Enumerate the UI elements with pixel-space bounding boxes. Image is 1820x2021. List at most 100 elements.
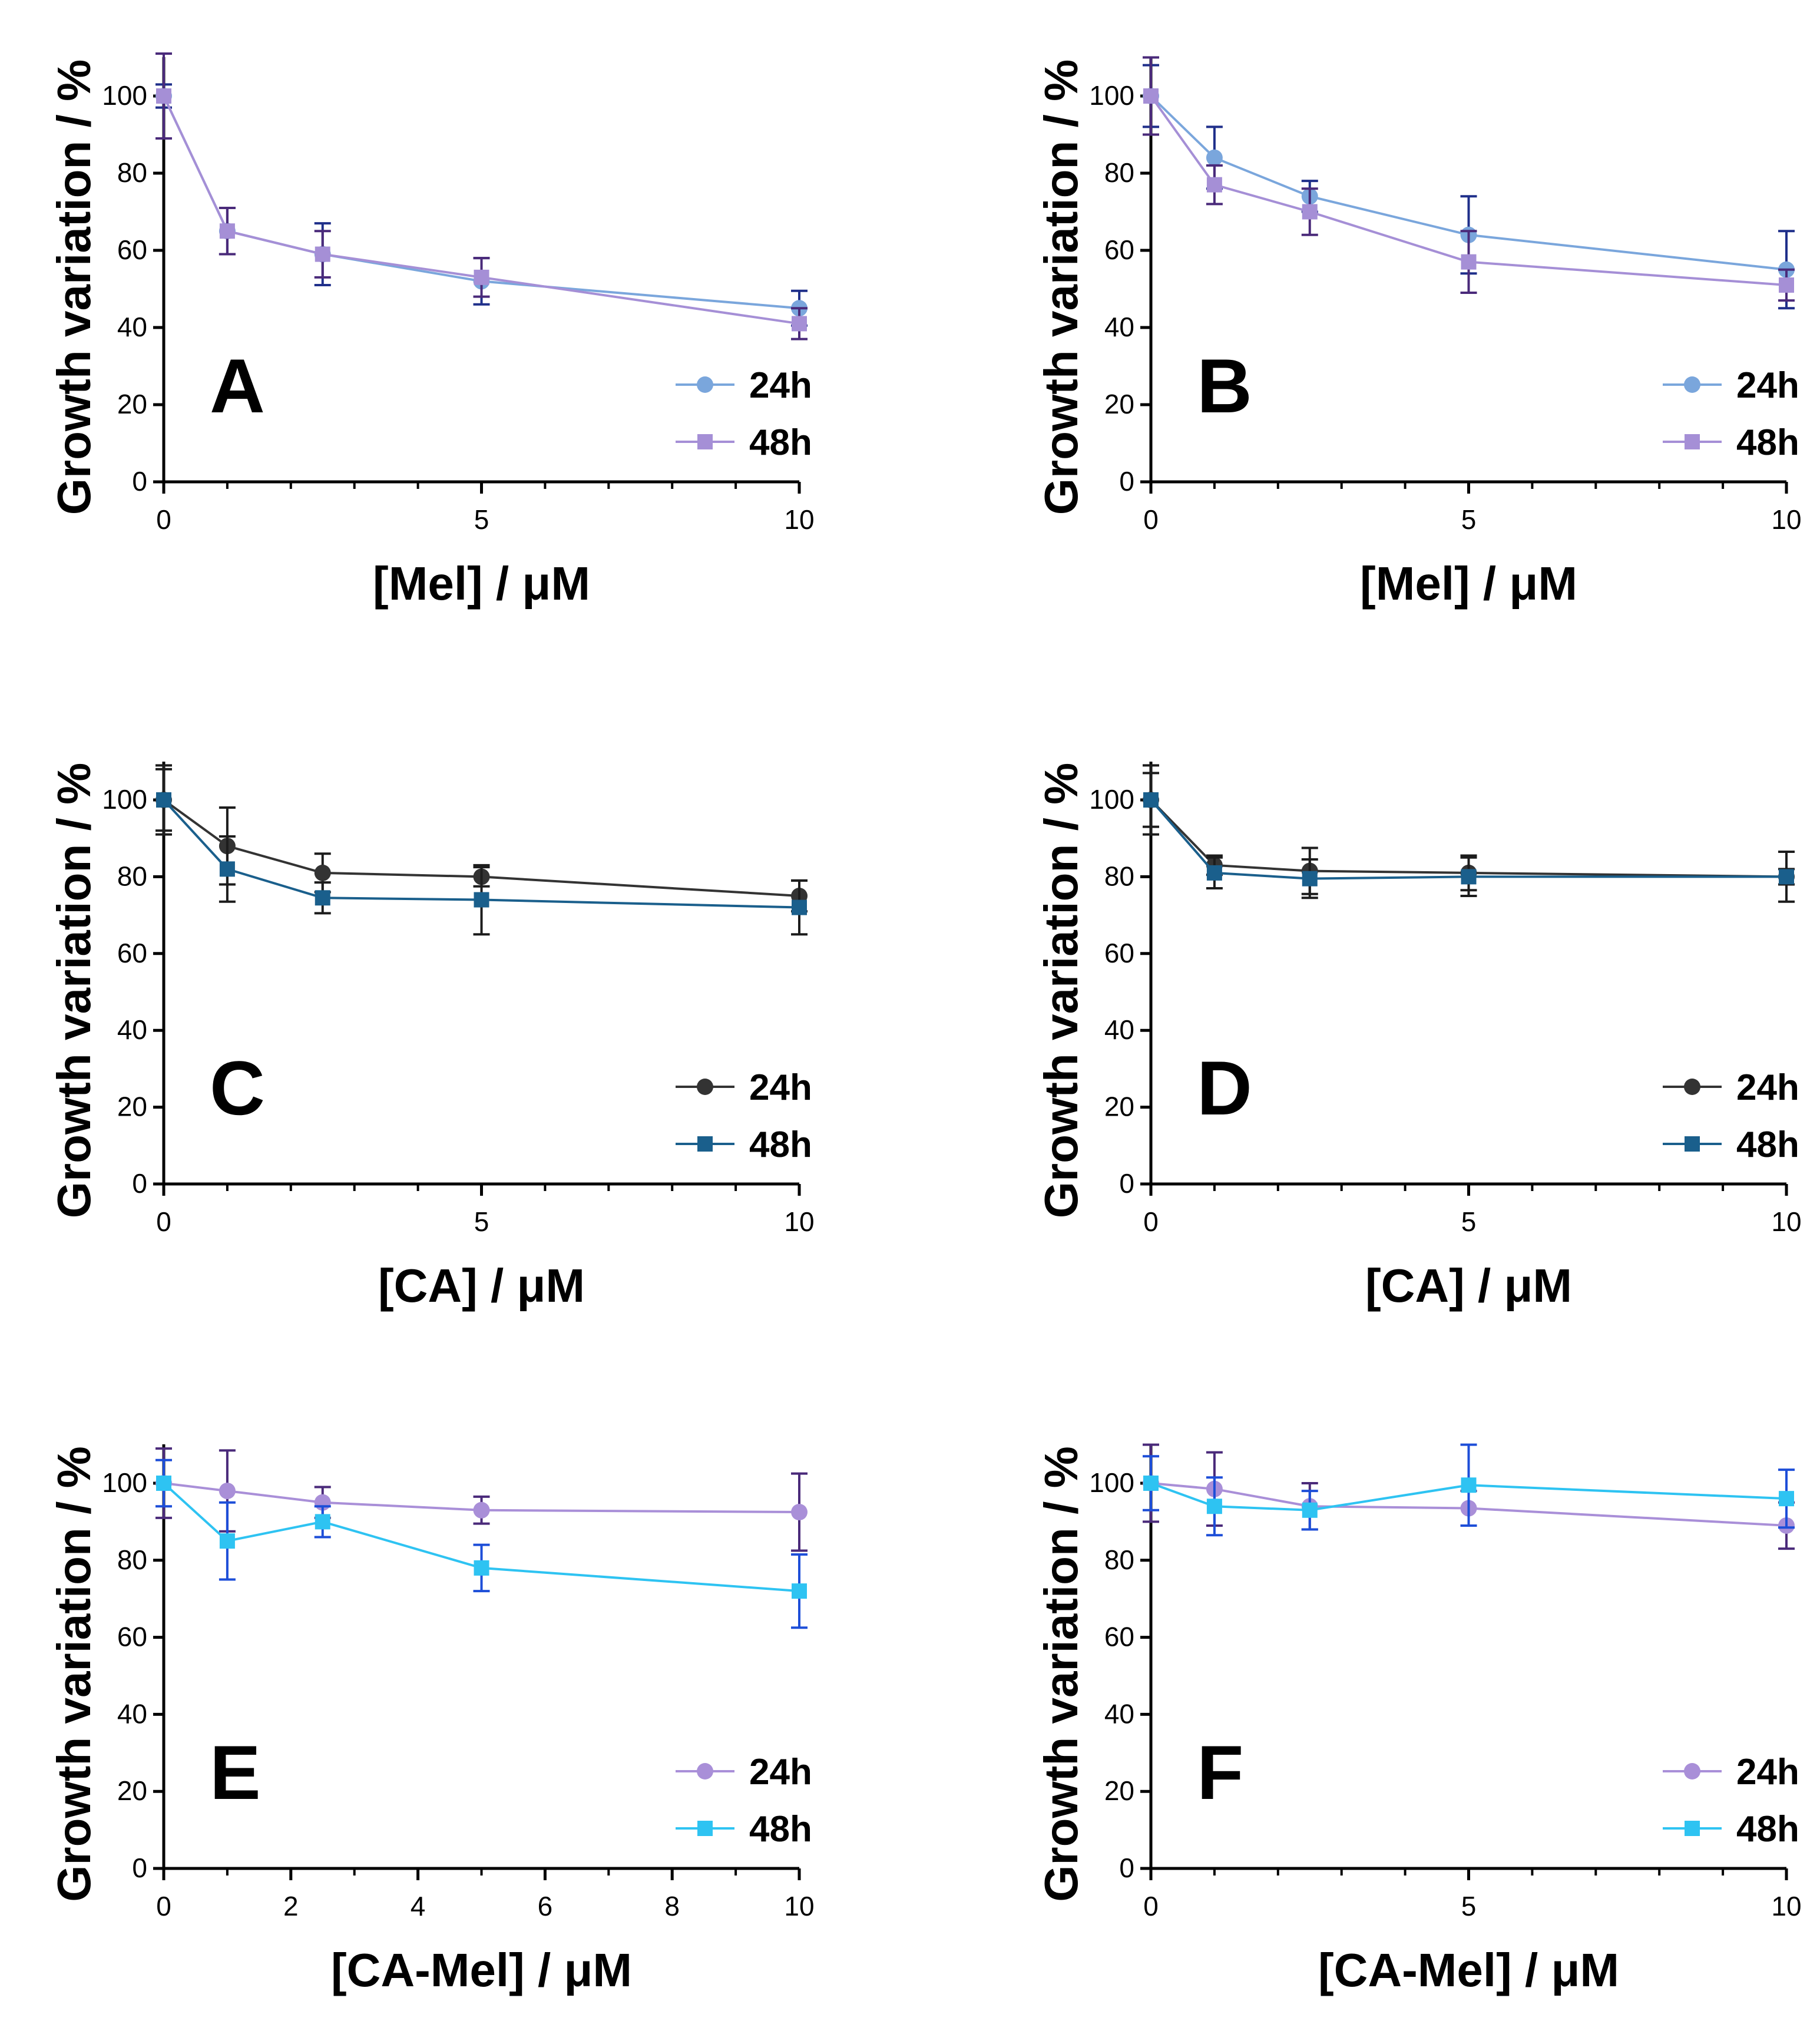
x-tick-label: 10 (1771, 1891, 1801, 1921)
series-48h (1143, 56, 1795, 302)
y-tick-label: 0 (132, 1853, 147, 1883)
y-tick-label: 0 (1119, 1853, 1134, 1883)
data-point (156, 1476, 171, 1491)
y-tick-label: 0 (1119, 466, 1134, 497)
y-tick-label: 20 (117, 389, 147, 419)
chart-panel-c: 0 20 40 60 80 100 0 5 10 [CA] / μM Growth variatio… (48, 762, 815, 1312)
y-tick-label: 100 (102, 1467, 147, 1498)
data-point (1461, 254, 1477, 270)
y-tick-label: 40 (1104, 1014, 1134, 1045)
chart-panel-e: 0 20 40 60 80 100 0 2 4 6 8 10 [CA-Mel] / μM Growth v… (48, 1444, 815, 1996)
x-axis-title: [CA-Mel] / μM (1318, 1944, 1619, 1996)
y-tick-label: 40 (117, 312, 147, 342)
data-point (219, 1533, 235, 1549)
data-point (1143, 792, 1159, 808)
y-axis-title: Growth variation / % (1035, 1446, 1087, 1901)
data-point (219, 861, 235, 877)
legend-marker (697, 1821, 713, 1836)
y-tick-label: 40 (1104, 312, 1134, 342)
y-tick-label: 40 (117, 1698, 147, 1729)
y-tick-label: 60 (117, 234, 147, 265)
data-point (1461, 1477, 1477, 1493)
x-tick-label: 0 (1143, 1206, 1159, 1237)
legend-marker (697, 1136, 713, 1152)
series-48h (155, 52, 808, 340)
series-48h (1143, 1443, 1795, 1537)
panel-label: E (210, 1729, 261, 1815)
data-point (1779, 869, 1794, 885)
x-tick-label: 5 (474, 1206, 489, 1237)
y-tick-label: 100 (1089, 1467, 1134, 1498)
y-tick-label: 20 (1104, 1775, 1134, 1806)
y-tick-label: 80 (117, 157, 147, 188)
legend-marker (697, 1079, 713, 1095)
data-point (1143, 1476, 1159, 1491)
x-tick-label: 10 (1771, 504, 1801, 535)
legend-label: 48h (749, 1124, 812, 1165)
x-tick-label: 0 (156, 504, 171, 535)
data-point (315, 890, 330, 906)
data-point (1779, 277, 1794, 293)
y-tick-label: 60 (117, 1622, 147, 1652)
y-tick-label: 20 (1104, 1091, 1134, 1122)
data-point (792, 899, 807, 915)
x-tick-label: 10 (784, 1206, 814, 1237)
y-axis-title: Growth variation / % (48, 59, 100, 515)
y-tick-label: 80 (1104, 157, 1134, 188)
chart-panel-f: 0 20 40 60 80 100 0 5 10 [CA-Mel] / μM Growth vari… (1035, 1443, 1802, 1996)
data-point (792, 316, 807, 332)
x-tick-label: 8 (664, 1891, 680, 1921)
x-tick-label: 0 (156, 1206, 171, 1237)
legend-marker (697, 434, 713, 449)
legend-label: 24h (749, 365, 812, 406)
y-tick-label: 80 (117, 1544, 147, 1575)
x-axis-title: [Mel] / μM (373, 557, 590, 610)
data-point (156, 792, 171, 808)
legend-label: 48h (1736, 422, 1799, 463)
y-tick-label: 80 (117, 861, 147, 891)
chart-panel-a: 0 20 40 60 80 100 0 5 10 [Mel] / μM Growth variati… (48, 52, 815, 610)
legend-label: 24h (1736, 1752, 1799, 1792)
y-axis-title: Growth variation / % (48, 1446, 100, 1901)
panel-label: A (210, 343, 265, 429)
data-point (156, 88, 171, 104)
data-point (473, 1501, 490, 1519)
data-point (1143, 88, 1159, 104)
x-tick-label: 0 (1143, 1891, 1159, 1921)
panel-label: F (1197, 1729, 1243, 1815)
y-tick-label: 100 (102, 80, 147, 111)
data-point (474, 892, 489, 908)
y-tick-label: 80 (1104, 861, 1134, 891)
legend-marker (1685, 1821, 1700, 1836)
y-tick-label: 40 (1104, 1698, 1134, 1729)
y-axis-title: Growth variation / % (1035, 763, 1087, 1218)
data-point (1779, 1491, 1794, 1507)
y-axis-title: Growth variation / % (1035, 59, 1087, 515)
y-tick-label: 60 (1104, 234, 1134, 265)
y-tick-label: 0 (1119, 1168, 1134, 1199)
y-tick-label: 60 (117, 938, 147, 968)
x-tick-label: 0 (1143, 504, 1159, 535)
x-tick-label: 5 (474, 504, 489, 535)
data-point (1302, 1502, 1318, 1518)
panel-label: B (1197, 343, 1252, 429)
x-tick-label: 5 (1461, 1891, 1477, 1921)
legend-label: 48h (1736, 1124, 1799, 1165)
legend-label: 48h (749, 1809, 812, 1850)
y-tick-label: 80 (1104, 1544, 1134, 1575)
legend-label: 24h (1736, 1067, 1799, 1108)
data-point (1206, 865, 1222, 881)
legend-marker (1684, 376, 1700, 393)
legend-marker (697, 1763, 713, 1779)
data-point (1302, 871, 1318, 887)
x-axis-title: [CA-Mel] / μM (331, 1944, 632, 1996)
panel-label: D (1197, 1045, 1252, 1131)
data-point (791, 1504, 808, 1521)
x-tick-label: 10 (784, 1891, 814, 1921)
x-axis-title: [Mel] / μM (1360, 557, 1577, 610)
